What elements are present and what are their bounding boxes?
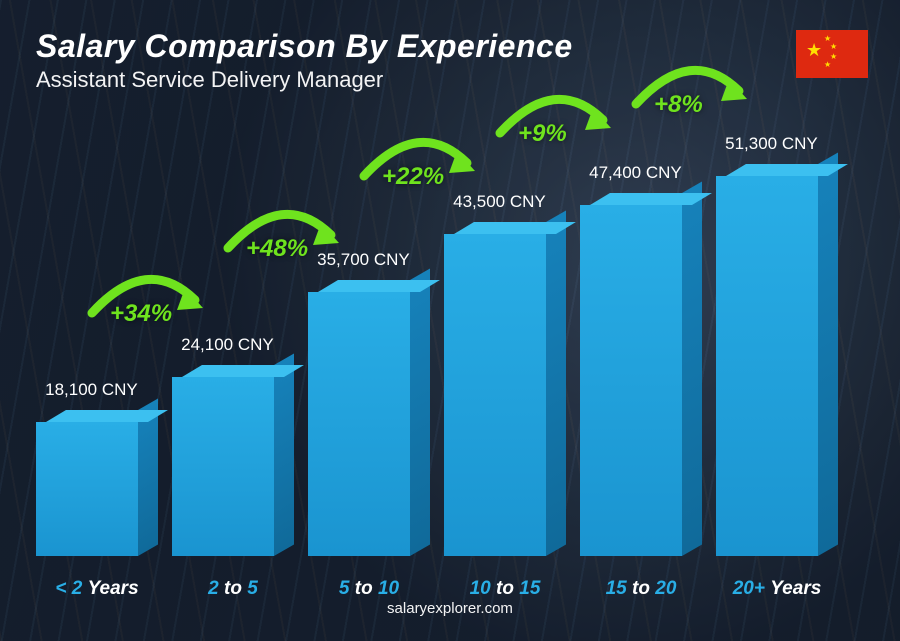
bar-top	[46, 410, 168, 422]
category-label: 5 to 10	[308, 578, 430, 600]
category-label: 10 to 15	[444, 578, 566, 600]
category-label: 2 to 5	[172, 578, 294, 600]
bar-value-label: 24,100 CNY	[181, 335, 274, 355]
bar-column: 43,500 CNY+22%	[444, 234, 566, 556]
bar	[716, 176, 838, 556]
chart-container: Salary Comparison By Experience Assistan…	[0, 0, 900, 641]
bar-column: 18,100 CNY	[36, 422, 158, 556]
growth-label: +9%	[518, 120, 567, 148]
china-flag-icon: ★ ★★★★	[796, 30, 868, 78]
bar-side	[818, 152, 838, 556]
growth-label: +48%	[246, 235, 308, 263]
bar-top	[454, 222, 576, 234]
bar-column: 51,300 CNY+8%	[716, 176, 838, 556]
bar-top	[318, 280, 440, 292]
bar	[308, 292, 430, 556]
category-label: < 2 Years	[36, 578, 158, 600]
bar-side	[546, 210, 566, 556]
bar-chart: 18,100 CNY24,100 CNY+34%35,700 CNY+48%43…	[36, 103, 838, 600]
bar-column: 35,700 CNY+48%	[308, 292, 430, 556]
bar-top	[726, 164, 848, 176]
bar-side	[138, 398, 158, 556]
bar-value-label: 35,700 CNY	[317, 250, 410, 270]
bars-group: 18,100 CNY24,100 CNY+34%35,700 CNY+48%43…	[36, 146, 838, 556]
bar	[36, 422, 158, 556]
header: Salary Comparison By Experience Assistan…	[36, 28, 864, 93]
growth-label: +8%	[654, 91, 703, 119]
bar-front	[580, 205, 682, 556]
bar-front	[36, 422, 138, 556]
bar-value-label: 18,100 CNY	[45, 380, 138, 400]
bar-side	[410, 268, 430, 556]
bar-side	[274, 353, 294, 556]
page-title: Salary Comparison By Experience	[36, 28, 796, 65]
bar-top	[590, 193, 712, 205]
growth-label: +34%	[110, 300, 172, 328]
bar-front	[716, 176, 818, 556]
titles: Salary Comparison By Experience Assistan…	[36, 28, 796, 93]
categories-group: < 2 Years 2 to 5 5 to 10 10 to 15 15 to 20 20…	[36, 578, 838, 600]
footer-attribution: salaryexplorer.com	[36, 600, 864, 621]
bar	[172, 377, 294, 556]
bar	[580, 205, 702, 556]
bar-column: 24,100 CNY+34%	[172, 377, 294, 556]
category-label: 20+ Years	[716, 578, 838, 600]
page-subtitle: Assistant Service Delivery Manager	[36, 67, 796, 93]
bar-value-label: 43,500 CNY	[453, 192, 546, 212]
bar-side	[682, 181, 702, 556]
bar-front	[444, 234, 546, 556]
bar-top	[182, 365, 304, 377]
growth-label: +22%	[382, 163, 444, 191]
bar-value-label: 47,400 CNY	[589, 163, 682, 183]
bar-front	[308, 292, 410, 556]
bar-front	[172, 377, 274, 556]
bar	[444, 234, 566, 556]
bar-column: 47,400 CNY+9%	[580, 205, 702, 556]
bar-value-label: 51,300 CNY	[725, 134, 818, 154]
category-label: 15 to 20	[580, 578, 702, 600]
